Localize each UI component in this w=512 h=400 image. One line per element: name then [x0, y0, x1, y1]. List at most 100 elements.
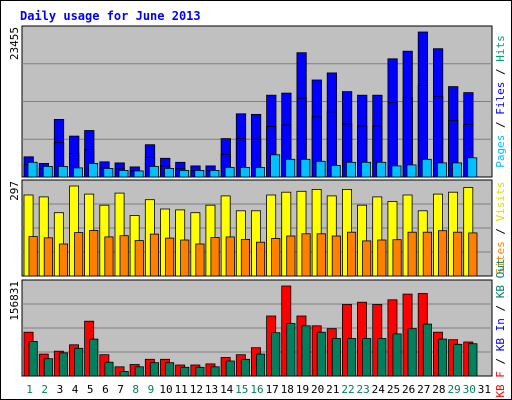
bar-pages-day-7 — [118, 169, 129, 178]
bar-kb-out-day-3 — [58, 352, 68, 377]
x-tick-label-day-6: 6 — [102, 383, 109, 396]
bar-sites-day-21 — [331, 235, 341, 277]
bar-kb-out-day-19 — [301, 325, 311, 377]
bar-pages-day-2 — [42, 165, 53, 178]
bar-sites-day-17 — [271, 237, 281, 277]
legend-part: / — [494, 115, 507, 135]
bar-visits-day-20 — [311, 188, 322, 277]
bar-pages-day-28 — [436, 162, 447, 178]
x-tick-label-day-26: 26 — [402, 383, 415, 396]
bar-pages-day-25 — [391, 165, 402, 178]
x-tick-label-day-15: 15 — [235, 383, 248, 396]
bar-sites-day-7 — [119, 235, 129, 277]
bar-kb-out-day-4 — [74, 347, 84, 377]
bar-kb-out-day-14 — [225, 360, 235, 377]
bar-pages-day-8 — [133, 170, 144, 178]
legend-part: Visits — [494, 182, 507, 222]
panel-kbytes-ymax-label: 156831 — [8, 281, 21, 321]
bar-kb-out-day-2 — [43, 358, 53, 377]
bar-pages-day-5 — [88, 162, 99, 178]
bar-pages-day-14 — [224, 166, 235, 178]
legend-part: / — [494, 351, 507, 371]
x-tick-label-day-13: 13 — [205, 383, 218, 396]
bar-sites-day-25 — [392, 239, 402, 277]
x-tick-label-day-17: 17 — [266, 383, 279, 396]
x-tick-label-day-2: 2 — [41, 383, 48, 396]
bar-kb-out-day-21 — [331, 338, 341, 377]
panel-hits-ymax-label: 23455 — [8, 27, 21, 60]
bar-visits-day-30 — [463, 187, 474, 277]
bar-visits-day-24 — [372, 196, 383, 277]
bar-kb-out-day-23 — [362, 338, 372, 377]
bar-kb-out-day-18 — [286, 323, 296, 377]
legend-part: Files — [494, 82, 507, 115]
bar-visits-day-2 — [38, 196, 49, 277]
panel-sites-legend: Sites / Visits — [494, 182, 507, 275]
bar-kb-out-day-22 — [346, 338, 357, 377]
bar-kb-out-day-16 — [255, 353, 266, 377]
bar-kb-out-day-5 — [89, 338, 99, 377]
bar-pages-day-29 — [452, 162, 463, 178]
bar-sites-day-20 — [316, 233, 326, 277]
bar-kb-out-day-20 — [316, 331, 326, 377]
bar-kb-out-day-6 — [104, 361, 114, 377]
bar-sites-day-12 — [195, 243, 205, 277]
bar-pages-day-21 — [330, 164, 341, 178]
legend-part: KB In — [494, 318, 507, 351]
x-tick-label-day-29: 29 — [447, 383, 460, 396]
bar-kb-out-day-12 — [195, 366, 205, 377]
bar-kb-out-day-8 — [134, 366, 144, 377]
legend-part: KB F — [494, 371, 507, 398]
bar-pages-day-26 — [406, 164, 417, 178]
bar-kb-out-day-11 — [180, 366, 190, 377]
bar-kb-out-day-9 — [149, 362, 160, 377]
legend-part: Sites — [494, 241, 507, 274]
panel-sites: 297 Sites / Visits — [8, 179, 507, 277]
bar-pages-day-9 — [148, 165, 159, 178]
x-tick-label-day-4: 4 — [72, 383, 79, 396]
bar-kb-out-day-29 — [453, 343, 463, 377]
bar-sites-day-9 — [149, 233, 160, 277]
bar-sites-day-16 — [255, 241, 266, 277]
bar-sites-day-4 — [74, 232, 84, 277]
bar-visits-day-17 — [266, 194, 277, 277]
bar-sites-day-22 — [346, 231, 357, 277]
bar-visits-day-4 — [69, 185, 80, 277]
bar-pages-day-18 — [285, 158, 296, 178]
x-tick-label-day-12: 12 — [190, 383, 203, 396]
bar-sites-day-26 — [407, 231, 417, 277]
bar-pages-day-4 — [73, 167, 84, 178]
bar-pages-day-12 — [194, 169, 205, 178]
bar-sites-day-29 — [453, 231, 463, 277]
bar-sites-day-3 — [58, 243, 68, 277]
bar-pages-day-30 — [467, 157, 478, 178]
x-tick-label-day-10: 10 — [159, 383, 172, 396]
bar-sites-day-19 — [301, 233, 311, 277]
x-tick-label-day-30: 30 — [463, 383, 476, 396]
bar-sites-day-14 — [225, 236, 235, 277]
bar-pages-day-19 — [300, 158, 311, 178]
bar-pages-day-11 — [179, 169, 190, 178]
bar-sites-day-11 — [180, 239, 190, 277]
bar-sites-day-27 — [422, 231, 432, 277]
bar-sites-day-2 — [43, 237, 53, 277]
panel-hits-legend: Pages / Files / Hits — [494, 35, 507, 168]
bar-pages-day-27 — [421, 158, 432, 178]
bar-sites-day-5 — [89, 229, 99, 277]
bar-pages-day-16 — [254, 166, 265, 178]
bar-pages-day-20 — [315, 160, 326, 178]
bar-pages-day-6 — [103, 167, 114, 178]
x-tick-label-day-7: 7 — [117, 383, 124, 396]
bar-sites-day-30 — [468, 232, 478, 277]
bar-sites-day-13 — [210, 237, 220, 277]
legend-part: Hits — [494, 35, 507, 62]
bar-pages-day-24 — [376, 161, 387, 178]
bar-kb-out-day-28 — [437, 338, 448, 377]
x-tick-label-day-19: 19 — [296, 383, 309, 396]
bar-kb-out-day-24 — [377, 338, 387, 377]
panel-kbytes-legend: KB F / KB In / KB Out — [494, 258, 507, 397]
bar-pages-day-13 — [209, 169, 220, 178]
x-tick-label-day-21: 21 — [326, 383, 339, 396]
bar-visits-day-18 — [281, 191, 292, 277]
